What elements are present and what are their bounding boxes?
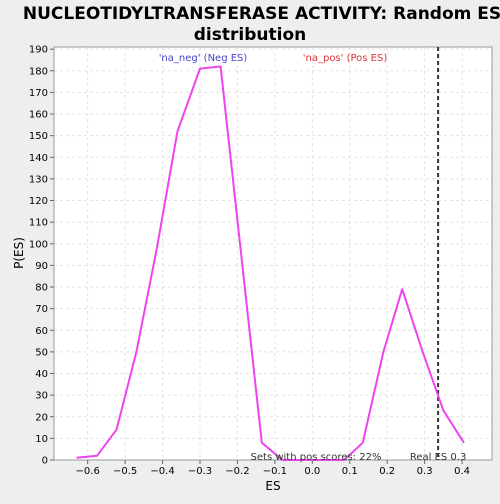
y-axis-label: P(ES) [12,237,26,269]
y-tick-label: 80 [35,283,48,294]
chart-title-line2: distribution [194,25,306,45]
x-tick-label: −0.4 [150,466,174,477]
sets-pos-scores-label: Sets with pos scores: 22% [251,452,382,463]
y-tick-label: 120 [29,196,48,207]
x-tick-label: 0.2 [379,466,395,477]
real-es-label: Real ES 0.3 [410,452,466,463]
es-distribution-line [76,65,465,461]
plot-area [53,46,493,461]
y-tick-label: 90 [35,261,48,272]
y-tick-label: 10 [35,434,48,445]
neg-es-label: 'na_neg' (Neg ES) [159,53,248,64]
x-tick-label: −0.3 [188,466,212,477]
real-es-marker: Real ES 0.3 [410,47,466,463]
x-tick-label: −0.2 [225,466,249,477]
y-tick-label: 60 [35,326,48,337]
y-tick-label: 190 [29,45,48,56]
x-tick-label: 0.4 [454,466,470,477]
y-axis: 0 10 20 30 40 50 60 70 80 90 100 110 120 130 140 150 160… [29,45,54,467]
grid [54,47,492,460]
y-tick-label: 110 [29,218,48,229]
chart-title-line1: NUCLEOTIDYLTRANSFERASE ACTIVITY: Random … [23,4,500,24]
y-tick-label: 180 [29,66,48,77]
x-tick-label: 0.3 [417,466,433,477]
x-tick-label: −0.6 [76,466,100,477]
y-tick-label: 40 [35,369,48,380]
y-tick-label: 50 [35,347,48,358]
y-tick-label: 150 [29,131,48,142]
y-tick-label: 160 [29,110,48,121]
y-tick-label: 140 [29,153,48,164]
y-tick-label: 20 [35,412,48,423]
x-axis-label: ES [265,479,280,493]
y-tick-label: 30 [35,391,48,402]
y-tick-label: 0 [42,456,48,467]
y-tick-label: 170 [29,88,48,99]
y-tick-label: 100 [29,239,48,250]
x-tick-label: −0.5 [113,466,137,477]
x-axis: −0.6 −0.5 −0.4 −0.3 −0.2 −0.1 0.0 0.1 0.2 0.3 0.4 [76,460,470,477]
x-tick-label: 0.1 [342,466,358,477]
pos-es-label: 'na_pos' (Pos ES) [303,53,388,64]
x-tick-label: −0.1 [263,466,287,477]
y-tick-label: 130 [29,174,48,185]
x-tick-label: 0.0 [304,466,320,477]
series [76,65,465,461]
y-tick-label: 70 [35,304,48,315]
